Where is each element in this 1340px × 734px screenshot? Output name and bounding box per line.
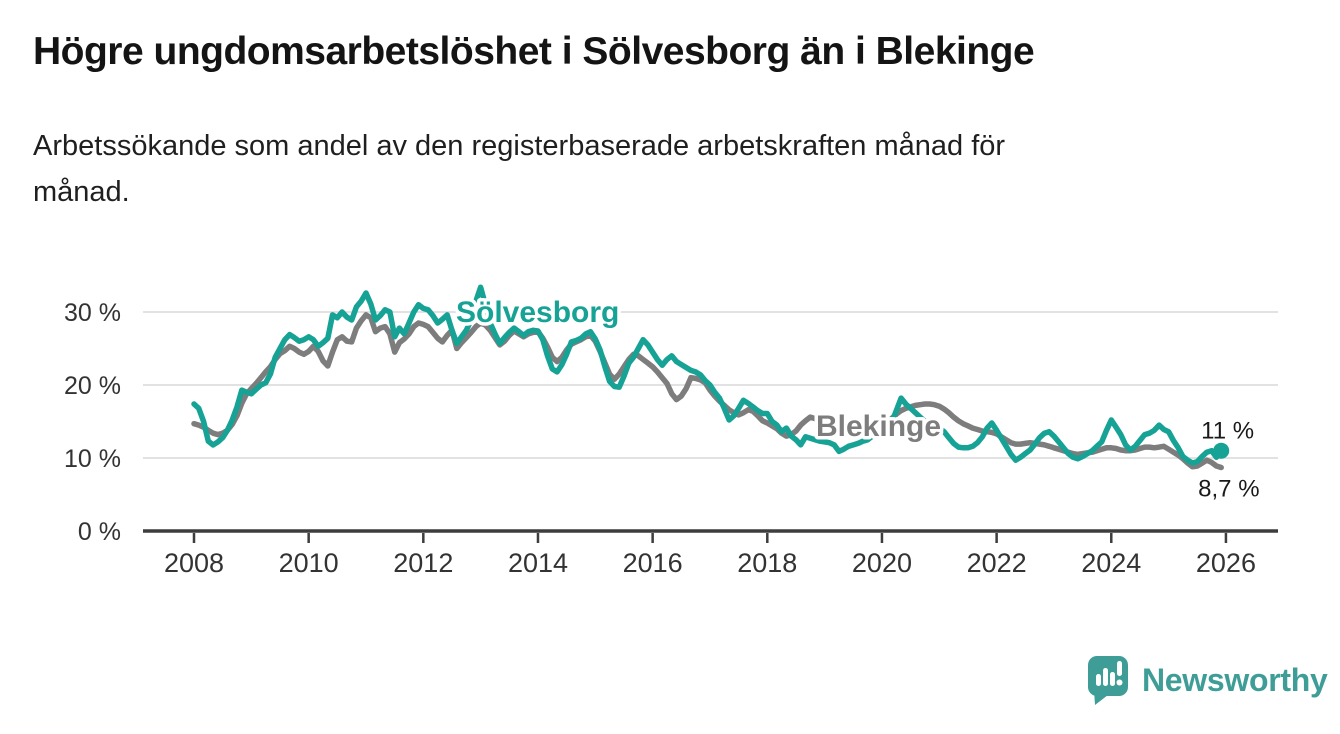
solvesborg-line (191, 284, 1224, 466)
logo-exclamation-dot (1116, 679, 1123, 686)
blekinge-line (191, 312, 1224, 471)
logo-exclamation-bar (1117, 661, 1122, 676)
chart-title: Högre ungdomsarbetslöshet i Sölvesborg ä… (33, 30, 1035, 73)
x-tick-label: 2010 (279, 548, 339, 578)
chart-subtitle-line-2: månad. (33, 175, 130, 208)
y-tick-label: 10 % (64, 445, 121, 473)
latest-value-dot (1213, 442, 1230, 459)
x-tick-label: 2012 (393, 548, 453, 578)
y-tick-label: 20 % (64, 372, 121, 400)
x-tick-label: 2020 (852, 548, 912, 578)
newsworthy-logo-icon (1088, 656, 1128, 705)
newsworthy-branding: Newsworthy (1086, 654, 1328, 706)
logo-bar-2 (1103, 668, 1108, 686)
x-tick-label: 2022 (967, 548, 1027, 578)
newsworthy-logo-text: Newsworthy (1142, 661, 1328, 698)
chart-subtitle-line-1: Arbetssökande som andel av den registerb… (33, 130, 1006, 162)
series-label-solvesborg: Sölvesborg (456, 296, 619, 329)
x-tick-label: 2026 (1196, 548, 1256, 578)
x-tick-label: 2018 (737, 548, 797, 578)
y-tick-label: 0 % (78, 518, 121, 546)
x-tick-label: 2024 (1081, 548, 1141, 578)
logo-bar-3 (1110, 672, 1115, 686)
x-tick-label: 2014 (508, 548, 568, 578)
y-tick-label: 30 % (64, 299, 121, 327)
end-value-label-blekinge: 8,7 % (1198, 475, 1259, 502)
chart-subtitle: Arbetssökande som andel av den registerb… (33, 124, 1005, 216)
x-tick-label: 2008 (164, 548, 224, 578)
logo-bar-1 (1096, 674, 1101, 686)
series-label-blekinge: Blekinge (816, 410, 941, 443)
end-value-label-solvesborg: 11 % (1201, 418, 1254, 445)
x-tick-label: 2016 (623, 548, 683, 578)
